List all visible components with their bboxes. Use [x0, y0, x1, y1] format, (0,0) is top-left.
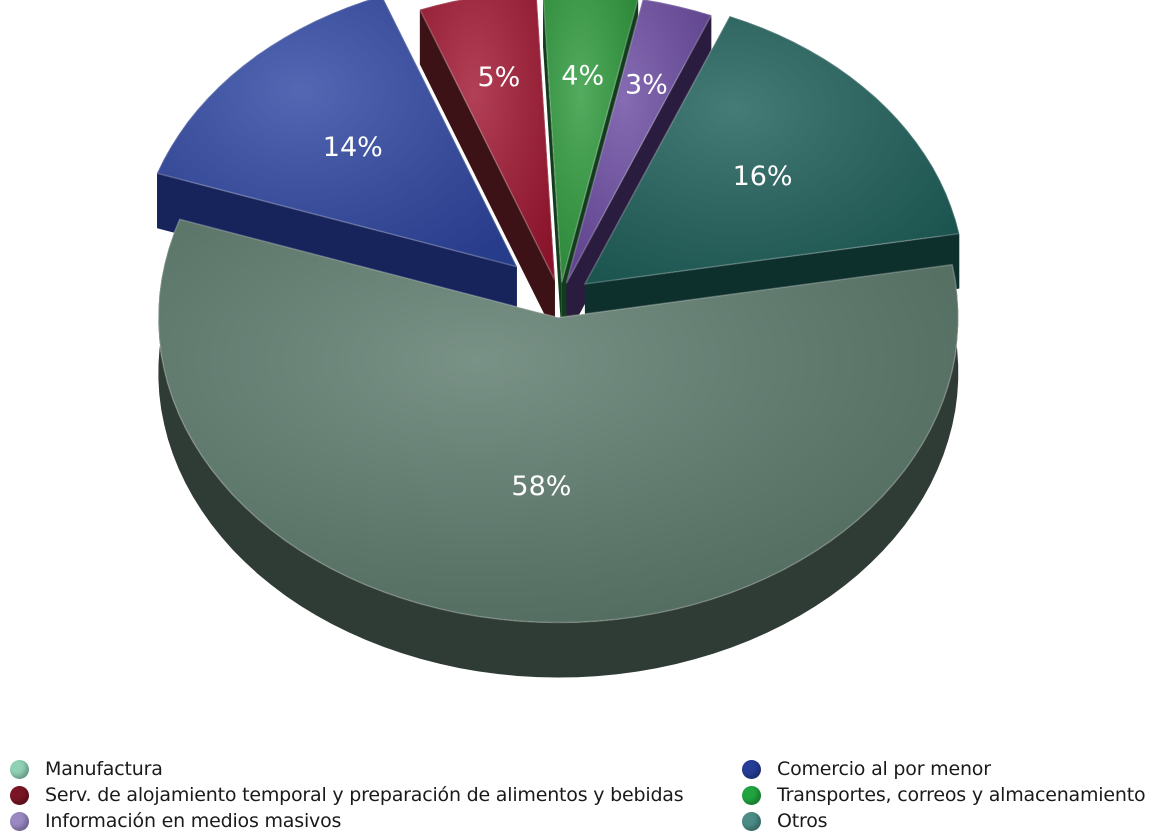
legend-column-right: Comercio al por menor Transportes, corre…	[742, 756, 1146, 834]
slice-shine-0	[158, 219, 959, 623]
slice-label-0: 58%	[511, 471, 571, 502]
legend-item-transportes: Transportes, correos y almacenamiento	[742, 782, 1146, 808]
slice-shine-4	[566, 0, 712, 284]
legend-swatch	[742, 759, 761, 779]
pie-chart: 58% 14% 5% 4% 3% 16%	[156, 0, 961, 678]
legend-item-manufactura: Manufactura	[10, 756, 683, 782]
slice-shine-3	[543, 0, 638, 283]
legend-swatch	[10, 759, 29, 779]
legend-item-serv-alojamiento: Serv. de alojamiento temporal y preparac…	[10, 782, 684, 808]
legend-swatch	[742, 811, 761, 831]
slice-wall-3-0	[543, 0, 562, 338]
legend-item-informacion: Información en medios masivos	[10, 808, 683, 834]
legend-swatch	[10, 785, 29, 805]
legend-column-left: Manufactura Serv. de alojamiento tempora…	[10, 756, 684, 834]
legend-label: Serv. de alojamiento temporal y preparac…	[45, 784, 684, 806]
legend-label: Comercio al por menor	[777, 758, 991, 780]
slice-shine-5	[584, 16, 960, 284]
legend-label: Otros	[777, 810, 828, 832]
slice-shine-2	[419, 0, 555, 281]
slice-label-4: 3%	[625, 70, 668, 101]
slice-label-1: 14%	[323, 132, 383, 163]
legend: Manufactura Serv. de alojamiento tempora…	[0, 756, 1172, 836]
legend-item-comercio: Comercio al por menor	[742, 756, 1145, 782]
legend-swatch	[10, 811, 29, 831]
legend-label: Información en medios masivos	[45, 810, 342, 832]
legend-label: Manufactura	[45, 758, 163, 780]
legend-item-otros: Otros	[742, 808, 1145, 834]
pie-labels: 58% 14% 5% 4% 3% 16%	[323, 60, 793, 501]
slice-label-3: 4%	[561, 60, 604, 91]
legend-label: Transportes, correos y almacenamiento	[777, 784, 1146, 806]
pie-tops	[156, 0, 961, 624]
slice-label-5: 16%	[733, 161, 793, 192]
slice-shine-1	[157, 0, 517, 267]
legend-swatch	[742, 785, 761, 805]
slice-label-2: 5%	[477, 62, 520, 93]
slice-wall-2-0	[419, 9, 555, 336]
